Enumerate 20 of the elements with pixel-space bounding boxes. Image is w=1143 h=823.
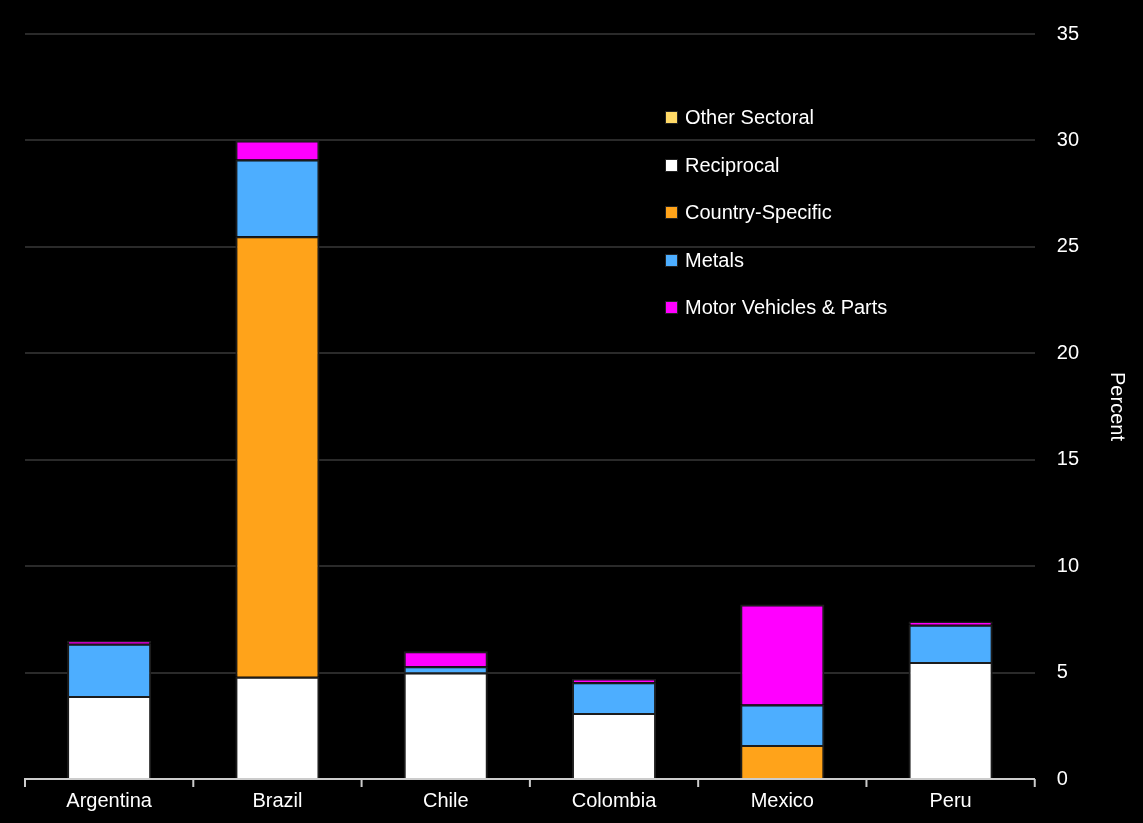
legend-label: Reciprocal [685,153,780,177]
y-tick-label: 20 [1056,340,1079,363]
legend-label: Other Sectoral [685,106,814,130]
y-tick-label: 10 [1056,553,1079,576]
x-tick-label: Brazil [252,788,303,811]
legend-label: Motor Vehicles & Parts [685,296,888,320]
x-tick-label: Colombia [571,788,658,811]
y-tick-label: 35 [1056,21,1079,44]
y-tick-label: 15 [1056,447,1079,470]
legend-label: Country-Specific [685,201,832,225]
y-tick-label: 30 [1056,127,1079,150]
y-tick-label: 0 [1056,766,1068,789]
x-tick-label: Argentina [66,788,153,811]
y-axis-title: Percent [1107,372,1130,442]
legend-label: Metals [685,248,744,272]
y-tick-label: 5 [1056,660,1068,683]
x-tick-label: Mexico [750,788,814,811]
y-tick-label: 25 [1056,234,1079,257]
x-tick-label: Chile [422,788,469,811]
x-tick-label: Peru [929,788,972,811]
